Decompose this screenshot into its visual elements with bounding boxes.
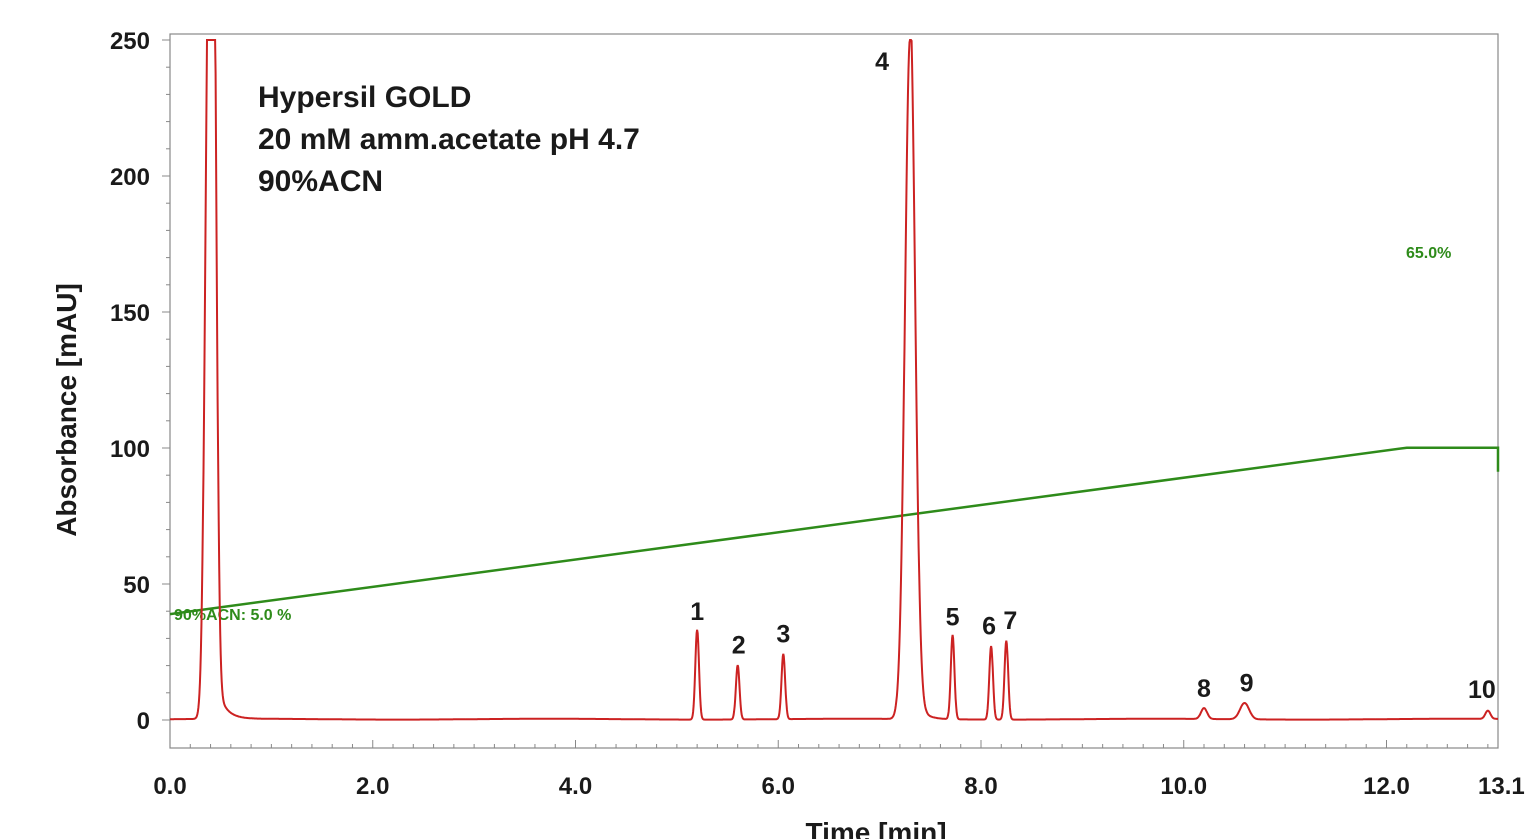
peak-label-7: 7 <box>1003 607 1017 635</box>
y-axis-title: Absorbance [mAU] <box>51 283 82 537</box>
gradient-end-label: 65.0% <box>1406 245 1451 262</box>
annotation-solvent: 90%ACN <box>258 165 383 198</box>
x-axis-title: Time [min] <box>805 817 946 839</box>
peak-label-1: 1 <box>690 598 704 626</box>
y-tick-label: 250 <box>110 28 150 55</box>
gradient-start-label: 90%ACN: 5.0 % <box>174 607 291 624</box>
x-tick-labels: 0.0 2.0 4.0 6.0 8.0 10.0 12.0 13.1 <box>153 773 1524 800</box>
x-tick-label: 8.0 <box>964 773 997 800</box>
peak-label-6: 6 <box>982 613 996 641</box>
y-tick-label: 200 <box>110 164 150 191</box>
y-tick-label: 0 <box>137 708 150 735</box>
x-tick-label: 2.0 <box>356 773 389 800</box>
peak-label-9: 9 <box>1240 670 1254 698</box>
x-tick-label: 13.1 <box>1478 773 1525 800</box>
annotation-buffer: 20 mM amm.acetate pH 4.7 <box>258 123 640 156</box>
peak-labels: 12 3 4 5 6 7 8 9 10 <box>690 48 1496 704</box>
peak-label-3: 3 <box>776 621 790 649</box>
chromatogram-series-line <box>170 39 1498 721</box>
x-tick-label: 12.0 <box>1363 773 1410 800</box>
y-tick-labels: 0 50 100 150 200 250 <box>110 28 150 735</box>
x-tick-label: 6.0 <box>762 773 795 800</box>
y-tick-label: 100 <box>110 436 150 463</box>
axis-ticks <box>162 39 1489 748</box>
x-tick-label: 0.0 <box>153 773 186 800</box>
y-tick-label: 150 <box>110 300 150 327</box>
peak-label-4: 4 <box>875 48 889 76</box>
peak-label-5: 5 <box>946 604 960 632</box>
peak-label-10: 10 <box>1468 676 1496 704</box>
peak-label-2: 2 <box>732 632 746 660</box>
annotation-column: Hypersil GOLD <box>258 81 471 114</box>
x-tick-label: 10.0 <box>1160 773 1207 800</box>
peak-label-8: 8 <box>1197 675 1211 703</box>
gradient-series-line <box>169 446 1500 616</box>
y-tick-label: 50 <box>123 572 150 599</box>
annotation-block: Hypersil GOLD 20 mM amm.acetate pH 4.7 9… <box>258 81 640 198</box>
plot-frame <box>169 33 1499 749</box>
x-tick-label: 4.0 <box>559 773 592 800</box>
